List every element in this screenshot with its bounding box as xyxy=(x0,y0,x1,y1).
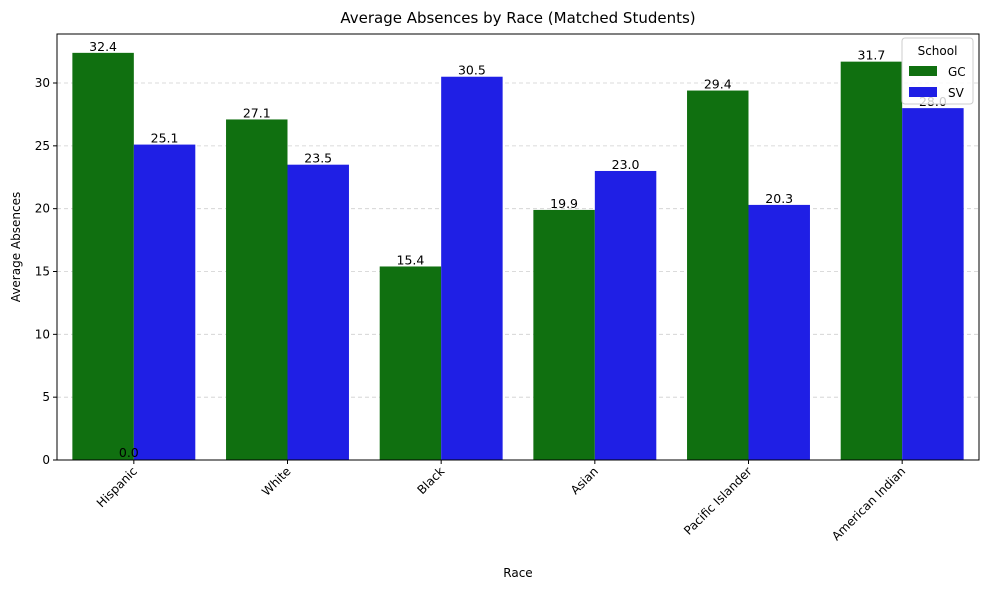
bar-sv-american-indian xyxy=(902,108,964,460)
y-tick-label: 30 xyxy=(35,76,50,90)
bar-value-label: 19.9 xyxy=(550,196,578,211)
bar-sv-asian xyxy=(594,170,657,460)
y-tick-label: 25 xyxy=(35,139,50,153)
x-tick-label: Black xyxy=(414,464,447,497)
y-tick-label: 15 xyxy=(35,265,50,279)
x-axis-label: Race xyxy=(503,566,532,580)
x-tick-label: American Indian xyxy=(829,464,908,543)
bar-gc-american-indian xyxy=(840,61,903,460)
legend-label-gc: GC xyxy=(948,65,966,79)
x-tick-label: White xyxy=(259,464,294,499)
bar-gc-white xyxy=(226,119,288,460)
bar-gc-hispanic xyxy=(72,52,134,461)
bars-group xyxy=(72,52,964,461)
bar-labels-group: 32.4 27.1 15.4 19.9 29.4 31.7 25.1 23.5 30.5 23.0… xyxy=(89,39,947,460)
x-tick-label: Pacific Islander xyxy=(681,464,755,538)
y-tick-label: 20 xyxy=(35,202,50,216)
bar-gc-black xyxy=(379,266,442,460)
bar-value-label: 23.0 xyxy=(612,157,640,172)
bar-value-label: 20.3 xyxy=(765,191,793,206)
plot-frame xyxy=(56,33,980,461)
bar-sv-hispanic xyxy=(133,144,196,460)
axes-group xyxy=(56,33,980,461)
bar-value-label: 30.5 xyxy=(458,63,486,78)
bar-gc-asian xyxy=(533,209,595,460)
x-tick-label: Asian xyxy=(568,464,601,497)
bar-value-label: 25.1 xyxy=(151,131,179,146)
bar-value-label: 23.5 xyxy=(304,151,332,166)
bar-value-label: 27.1 xyxy=(243,105,271,120)
bar-gc-pacific-islander xyxy=(687,90,749,460)
zero-value-label: 0.0 xyxy=(119,445,139,460)
bar-sv-black xyxy=(441,76,503,461)
y-tick-label: 0 xyxy=(42,453,50,467)
chart-title: Average Absences by Race (Matched Studen… xyxy=(340,9,695,27)
bar-value-label: 29.4 xyxy=(704,77,732,92)
x-tick-label: Hispanic xyxy=(94,464,140,510)
bar-sv-white xyxy=(287,164,349,461)
y-ticks: 0 5 10 15 20 25 30 xyxy=(35,76,57,467)
legend-swatch-gc xyxy=(909,66,937,76)
legend-label-sv: SV xyxy=(948,86,965,100)
x-ticks: Hispanic White Black Asian Pacific Islander A… xyxy=(94,460,908,543)
bar-value-label: 31.7 xyxy=(858,48,886,63)
legend: School GC SV xyxy=(901,37,974,105)
y-tick-label: 10 xyxy=(35,327,50,341)
bar-value-label: 15.4 xyxy=(397,252,425,267)
bar-value-label: 32.4 xyxy=(89,39,117,54)
y-tick-label: 5 xyxy=(42,390,50,404)
legend-title: School xyxy=(918,44,958,58)
legend-swatch-sv xyxy=(909,87,937,97)
y-axis-label: Average Absences xyxy=(9,192,23,302)
bar-sv-pacific-islander xyxy=(748,204,810,460)
